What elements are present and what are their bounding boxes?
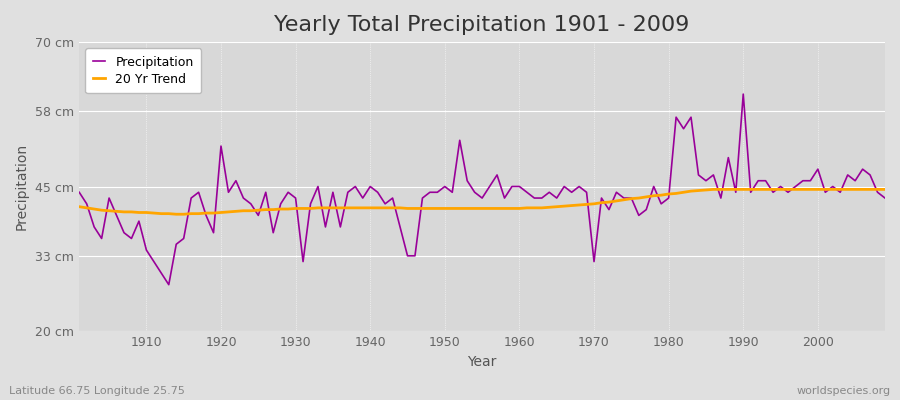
20 Yr Trend — [879, 187, 890, 192]
Precipitation — [521, 190, 532, 195]
Precipitation — [514, 184, 525, 189]
Line: 20 Yr Trend: 20 Yr Trend — [79, 189, 885, 214]
Precipitation — [350, 184, 361, 189]
Title: Yearly Total Precipitation 1901 - 2009: Yearly Total Precipitation 1901 - 2009 — [274, 15, 689, 35]
Precipitation — [738, 92, 749, 96]
20 Yr Trend — [708, 187, 719, 192]
Text: Latitude 66.75 Longitude 25.75: Latitude 66.75 Longitude 25.75 — [9, 386, 184, 396]
Y-axis label: Precipitation: Precipitation — [15, 143, 29, 230]
20 Yr Trend — [133, 210, 144, 215]
20 Yr Trend — [305, 206, 316, 211]
20 Yr Trend — [171, 212, 182, 217]
X-axis label: Year: Year — [467, 355, 497, 369]
Precipitation — [611, 190, 622, 195]
Legend: Precipitation, 20 Yr Trend: Precipitation, 20 Yr Trend — [86, 48, 202, 93]
20 Yr Trend — [350, 206, 361, 210]
20 Yr Trend — [611, 198, 622, 203]
20 Yr Trend — [74, 204, 85, 209]
20 Yr Trend — [521, 206, 532, 210]
Precipitation — [879, 196, 890, 200]
Precipitation — [74, 190, 85, 195]
Text: worldspecies.org: worldspecies.org — [796, 386, 891, 396]
20 Yr Trend — [514, 206, 525, 211]
Precipitation — [133, 219, 144, 224]
Precipitation — [164, 282, 175, 287]
Line: Precipitation: Precipitation — [79, 94, 885, 285]
Precipitation — [305, 202, 316, 206]
